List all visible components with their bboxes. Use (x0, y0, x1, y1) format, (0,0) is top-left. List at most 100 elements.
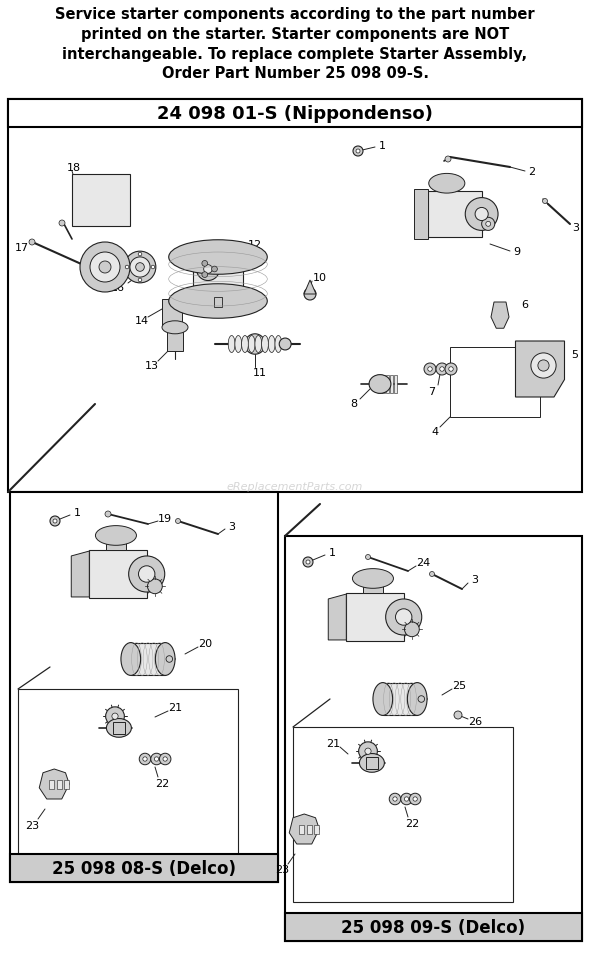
Circle shape (353, 147, 363, 157)
Ellipse shape (359, 754, 384, 773)
Bar (64, 781, 69, 789)
Ellipse shape (228, 336, 235, 353)
Ellipse shape (248, 336, 255, 353)
Circle shape (542, 199, 548, 204)
Text: 1: 1 (329, 547, 336, 558)
Bar (10, 492, 278, 882)
Text: 3: 3 (471, 574, 478, 584)
Circle shape (404, 797, 409, 801)
Ellipse shape (169, 284, 267, 319)
Polygon shape (516, 342, 565, 398)
Bar (10, 854, 278, 882)
Text: 23: 23 (275, 864, 289, 874)
Text: 20: 20 (198, 638, 212, 649)
Circle shape (138, 253, 142, 257)
Text: 13: 13 (145, 361, 159, 370)
Circle shape (418, 696, 425, 702)
Text: 6: 6 (522, 300, 529, 310)
Text: 11: 11 (253, 367, 267, 378)
Circle shape (90, 253, 120, 282)
Ellipse shape (369, 375, 391, 394)
Circle shape (143, 757, 147, 761)
Circle shape (449, 367, 453, 372)
Circle shape (138, 278, 142, 282)
Bar (390, 375, 394, 394)
Bar (49, 781, 54, 789)
Text: 15: 15 (219, 246, 233, 256)
Ellipse shape (241, 336, 248, 353)
Text: 21: 21 (326, 739, 340, 748)
Bar (89, 551, 147, 598)
Bar (131, 643, 165, 676)
Circle shape (445, 363, 457, 375)
Text: 4: 4 (431, 427, 438, 437)
Text: 1: 1 (74, 507, 80, 518)
Ellipse shape (235, 336, 242, 353)
Circle shape (125, 266, 129, 270)
Circle shape (124, 252, 156, 283)
Circle shape (166, 656, 173, 662)
Ellipse shape (96, 526, 136, 546)
Bar (306, 826, 312, 834)
Circle shape (202, 261, 208, 267)
Text: 2: 2 (529, 167, 536, 177)
Circle shape (538, 361, 549, 371)
Circle shape (306, 561, 310, 565)
Circle shape (151, 266, 155, 270)
Ellipse shape (386, 599, 422, 635)
Circle shape (303, 558, 313, 568)
Circle shape (80, 242, 130, 293)
Polygon shape (289, 814, 319, 844)
Circle shape (139, 753, 151, 765)
Bar (386, 375, 389, 394)
Bar (194, 258, 242, 302)
Text: 16: 16 (111, 282, 125, 293)
Bar (450, 348, 540, 417)
Ellipse shape (475, 208, 488, 222)
Circle shape (531, 354, 556, 379)
Text: 19: 19 (158, 514, 172, 524)
Circle shape (481, 218, 495, 232)
Text: 18: 18 (67, 163, 81, 173)
Ellipse shape (106, 719, 132, 738)
Bar (106, 536, 126, 551)
Polygon shape (71, 551, 89, 597)
Text: 22: 22 (405, 818, 419, 828)
Bar (428, 192, 481, 237)
Circle shape (29, 239, 35, 246)
Circle shape (401, 793, 412, 805)
Text: 9: 9 (513, 247, 520, 257)
Bar (378, 375, 382, 394)
Text: 22: 22 (155, 779, 169, 788)
Text: 17: 17 (15, 242, 29, 253)
Circle shape (53, 520, 57, 524)
Circle shape (112, 713, 118, 720)
Circle shape (393, 797, 397, 801)
Circle shape (204, 266, 212, 274)
Ellipse shape (429, 174, 465, 193)
Circle shape (151, 753, 162, 765)
Ellipse shape (466, 198, 498, 232)
Bar (18, 690, 238, 854)
Text: 1: 1 (379, 141, 385, 150)
Bar (383, 683, 417, 716)
Text: 25: 25 (452, 680, 466, 691)
Circle shape (405, 622, 419, 637)
Circle shape (428, 367, 432, 372)
Circle shape (389, 793, 401, 805)
Text: 24: 24 (416, 558, 430, 568)
Circle shape (202, 273, 208, 278)
Text: Service starter components according to the part number: Service starter components according to … (55, 7, 535, 21)
Bar (366, 757, 378, 769)
Circle shape (365, 555, 371, 560)
Circle shape (50, 517, 60, 527)
Bar (438, 179, 456, 192)
Circle shape (105, 512, 111, 518)
Text: 8: 8 (350, 399, 358, 408)
Text: interchangeable. To replace complete Starter Assembly,: interchangeable. To replace complete Sta… (63, 47, 527, 62)
Ellipse shape (155, 643, 175, 676)
Text: 25 098 09-S (Delco): 25 098 09-S (Delco) (342, 918, 526, 936)
Text: 25 098 08-S (Delco): 25 098 08-S (Delco) (52, 859, 236, 877)
Circle shape (304, 289, 316, 301)
Circle shape (486, 222, 491, 227)
